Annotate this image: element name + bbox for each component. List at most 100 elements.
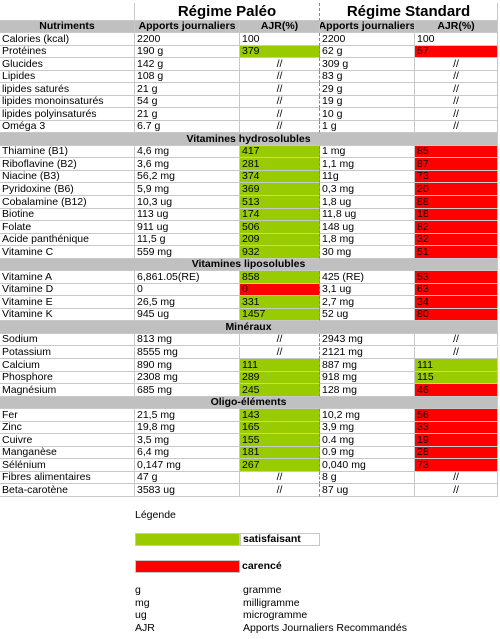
nutrient-name: Niacine (B3) (0, 170, 135, 184)
ajr-cell: 53 (415, 271, 498, 284)
column-header: AJR(%) (240, 21, 320, 33)
ajr-cell: 85 (415, 145, 498, 159)
nutrient-name: Vitamine A (0, 271, 135, 284)
ajr-cell: // (415, 346, 498, 360)
nutrient-name: Calcium (0, 359, 135, 372)
ajr-cell: 267 (240, 459, 320, 472)
intake-cell: 0.4 mg (320, 434, 415, 447)
intake-cell: 0,147 mg (135, 459, 240, 472)
ajr-cell: 331 (240, 296, 320, 309)
legend-title: Légende (135, 509, 176, 521)
nutrient-name: Vitamine D (0, 283, 135, 297)
intake-cell: 6,861.05(RE) (135, 271, 240, 284)
intake-cell: 887 mg (320, 359, 415, 372)
intake-cell: 3,5 mg (135, 434, 240, 447)
intake-cell: 56,2 mg (135, 170, 240, 184)
section-header: Minéraux (0, 321, 498, 334)
intake-cell: 309 g (320, 58, 415, 71)
column-header: Nutriments (0, 21, 135, 33)
ajr-cell: // (240, 484, 320, 497)
nutrient-name: Thiamine (B1) (0, 145, 135, 159)
unit-meaning: microgramme (243, 609, 308, 622)
intake-cell: 0.9 mg (320, 446, 415, 460)
ajr-cell: // (240, 83, 320, 96)
intake-cell: 425 (RE) (320, 271, 415, 284)
nutrient-name: Zinc (0, 421, 135, 435)
unit-abbr: mg (135, 596, 150, 609)
column-header: Apports journaliers (135, 21, 240, 33)
ajr-cell: 379 (240, 45, 320, 59)
intake-cell: 0,040 mg (320, 459, 415, 472)
intake-cell: 4,6 mg (135, 145, 240, 159)
nutrient-name: Pyridoxine (B6) (0, 183, 135, 196)
section-header: Oligo-éléments (0, 396, 498, 410)
ajr-cell: 73 (415, 459, 498, 472)
ajr-cell: 165 (240, 421, 320, 435)
intake-cell: 1,8 mg (320, 233, 415, 247)
intake-cell: 26,5 mg (135, 296, 240, 309)
intake-cell: 6.7 g (135, 120, 240, 134)
nutrient-name: Acide panthénique (0, 233, 135, 247)
nutrient-name: lipides monoinsaturés (0, 95, 135, 109)
ajr-cell: 88 (415, 196, 498, 209)
ajr-cell: 80 (415, 308, 498, 322)
intake-cell: 3583 ug (135, 484, 240, 497)
intake-cell: 2308 mg (135, 371, 240, 385)
nutrient-name: Biotine (0, 208, 135, 222)
ajr-cell: // (415, 95, 498, 109)
ajr-cell: // (415, 108, 498, 121)
ajr-cell: 181 (240, 446, 320, 460)
intake-cell: 2121 mg (320, 346, 415, 360)
intake-cell: 559 mg (135, 246, 240, 259)
ajr-cell: 111 (240, 359, 320, 372)
intake-cell: 10 g (320, 108, 415, 121)
intake-cell: 83 g (320, 70, 415, 84)
ajr-cell: 155 (240, 434, 320, 447)
ajr-cell: 56 (415, 409, 498, 422)
ajr-cell: 57 (415, 45, 498, 59)
nutrient-name: Cuivre (0, 434, 135, 447)
ajr-cell: 513 (240, 196, 320, 209)
ajr-cell: 369 (240, 183, 320, 196)
intake-cell: 0,3 mg (320, 183, 415, 196)
nutrient-name: Glucides (0, 58, 135, 71)
nutrient-name: Vitamine E (0, 296, 135, 309)
nutrient-name: Vitamine C (0, 246, 135, 259)
table-title: Régime Paléo (135, 3, 320, 21)
intake-cell: 87 ug (320, 484, 415, 497)
intake-cell: 1 mg (320, 145, 415, 159)
unit-meaning: Apports Journaliers Recommandés (243, 621, 407, 634)
intake-cell: 29 g (320, 83, 415, 96)
section-header: Vitamines liposolubles (0, 258, 498, 272)
intake-cell: 6,4 mg (135, 446, 240, 460)
ajr-cell: 143 (240, 409, 320, 422)
intake-cell: 890 mg (135, 359, 240, 372)
ajr-cell: // (240, 333, 320, 347)
ajr-cell: 506 (240, 221, 320, 234)
unit-meaning: gramme (243, 584, 282, 596)
column-header: Apports journaliers (320, 21, 415, 33)
intake-cell: 21,5 mg (135, 409, 240, 422)
nutrient-name: Fer (0, 409, 135, 422)
ajr-cell: // (240, 58, 320, 71)
intake-cell: 19 g (320, 95, 415, 109)
intake-cell: 1,1 mg (320, 158, 415, 171)
intake-cell: 2943 mg (320, 333, 415, 347)
legend-label: satisfaisant (240, 533, 320, 546)
ajr-cell: 18 (415, 208, 498, 222)
intake-cell: 685 mg (135, 384, 240, 397)
intake-cell: 3,1 ug (320, 283, 415, 297)
intake-cell: 0 (135, 283, 240, 297)
intake-cell: 148 ug (320, 221, 415, 234)
nutrient-name: Beta-carotène (0, 484, 135, 497)
intake-cell: 19,8 mg (135, 421, 240, 435)
nutrient-name: lipides polyinsaturés (0, 108, 135, 121)
intake-cell: 54 g (135, 95, 240, 109)
intake-cell: 2200 (135, 33, 240, 46)
nutrient-name: Folate (0, 221, 135, 234)
ajr-cell: 174 (240, 208, 320, 222)
ajr-cell: 0 (240, 283, 320, 297)
ajr-cell: // (240, 346, 320, 360)
ajr-cell: // (240, 95, 320, 109)
ajr-cell: 100 (240, 33, 320, 46)
